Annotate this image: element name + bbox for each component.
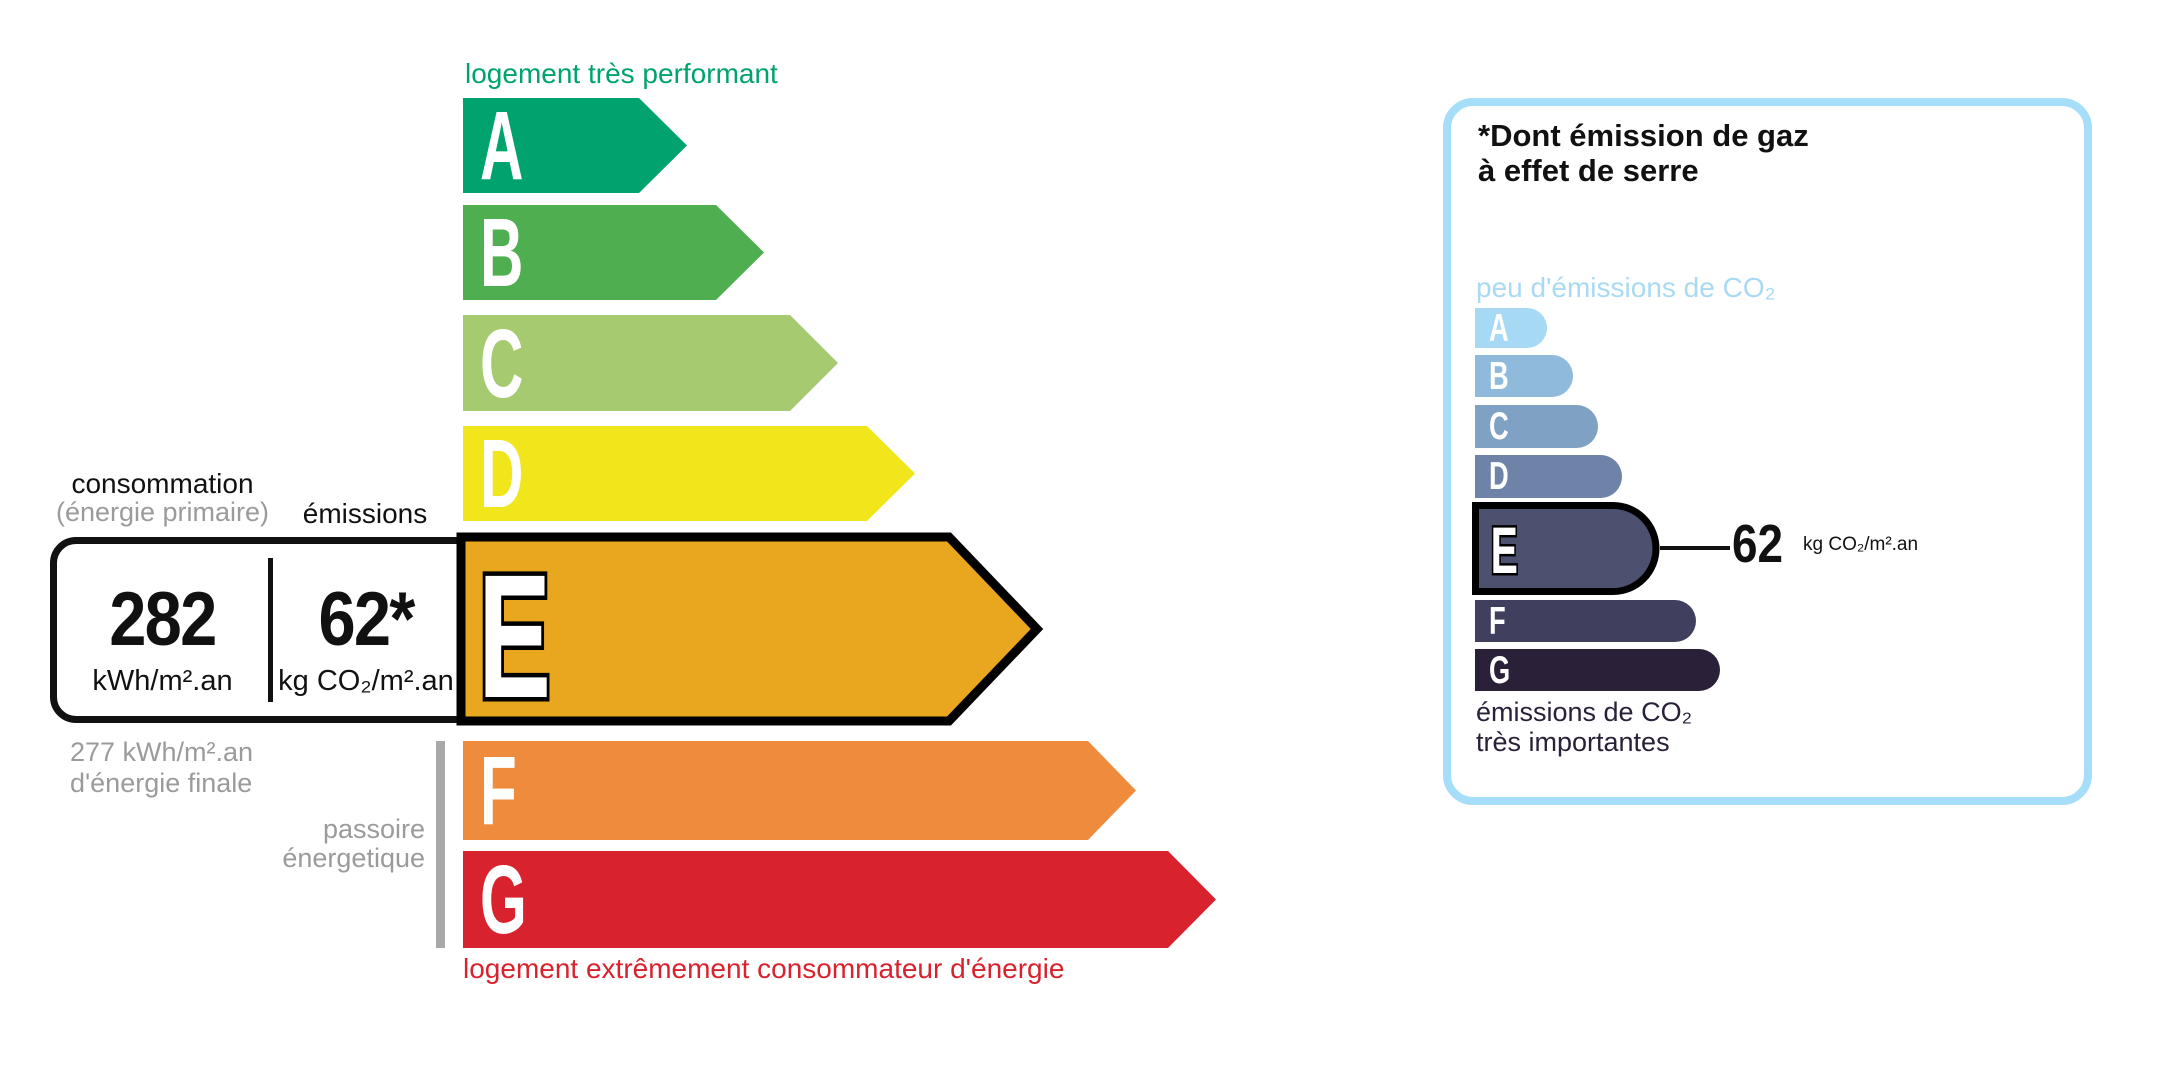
energy-band-d-letter: D bbox=[480, 419, 524, 528]
energy-sieve-label: passoire énergetique bbox=[225, 815, 425, 873]
ges-high-label-line2: très importantes bbox=[1476, 727, 1670, 757]
emissions-unit: kg CO₂/m².an bbox=[278, 665, 454, 697]
energy-band-b-letter: B bbox=[480, 198, 524, 307]
ges-high-label-line1: émissions de CO₂ bbox=[1476, 697, 1693, 727]
ges-band-a-letter: A bbox=[1489, 306, 1509, 350]
energy-band-e-letter: E bbox=[478, 538, 551, 730]
energy-band-g-letter: G bbox=[480, 845, 527, 954]
energy-band-c: C bbox=[463, 315, 838, 411]
final-energy-note: 277 kWh/m².an d'énergie finale bbox=[70, 737, 253, 799]
ges-band-g-letter: G bbox=[1489, 648, 1511, 692]
top-performance-label: logement très performant bbox=[465, 58, 778, 89]
consumption-label: consommation (énergie primaire) bbox=[40, 468, 285, 527]
energy-band-a: A bbox=[463, 98, 687, 193]
energy-band-e-arrow bbox=[456, 532, 1044, 726]
consumption-value: 282 bbox=[109, 577, 217, 662]
ges-band-c: C bbox=[1475, 405, 1598, 448]
consumption-label-sub: (énergie primaire) bbox=[55, 497, 270, 527]
ges-band-e: E bbox=[1472, 502, 1660, 595]
energy-band-g: G bbox=[463, 851, 1216, 948]
energy-band-c-letter: C bbox=[480, 308, 524, 418]
energy-band-e: E bbox=[456, 532, 1044, 730]
ges-band-b: B bbox=[1475, 355, 1573, 397]
score-box-divider bbox=[268, 558, 273, 702]
final-energy-line1: 277 kWh/m².an bbox=[70, 737, 254, 767]
ges-band-d-letter: D bbox=[1489, 455, 1509, 498]
ges-band-c-letter: C bbox=[1489, 405, 1509, 448]
score-box bbox=[50, 537, 466, 723]
emissions-cell: 62* kg CO₂/m².an bbox=[273, 582, 459, 698]
ges-band-f-letter: F bbox=[1489, 599, 1506, 643]
bottom-performance-label: logement extrêmement consommateur d'éner… bbox=[463, 953, 1065, 984]
ges-band-a: A bbox=[1475, 308, 1547, 348]
energy-band-f-letter: F bbox=[480, 736, 517, 845]
energy-sieve-bracket bbox=[436, 741, 445, 948]
consumption-label-main: consommation bbox=[71, 468, 254, 499]
ges-callout-unit: kg CO₂/m².an bbox=[1803, 534, 1919, 555]
ges-panel-title: *Dont émission de gaz à effet de serre bbox=[1478, 118, 1809, 188]
ges-callout-line bbox=[1660, 546, 1730, 550]
final-energy-line2: d'énergie finale bbox=[70, 768, 253, 798]
ges-band-e-pill bbox=[1472, 502, 1660, 595]
energy-band-a-letter: A bbox=[480, 91, 524, 200]
ges-band-f: F bbox=[1475, 600, 1696, 642]
energy-band-d: D bbox=[463, 426, 915, 521]
emissions-value: 62* bbox=[318, 577, 415, 662]
ges-band-b-letter: B bbox=[1489, 354, 1509, 398]
energy-band-b: B bbox=[463, 205, 764, 300]
ges-high-label: émissions de CO₂ très importantes bbox=[1476, 697, 1692, 757]
ges-panel-title-line2: à effet de serre bbox=[1478, 153, 1699, 188]
ges-band-e-letter: E bbox=[1491, 513, 1518, 588]
consumption-cell: 282 kWh/m².an bbox=[57, 582, 268, 698]
energy-sieve-line2: énergetique bbox=[282, 843, 425, 873]
ges-callout-value: 62 bbox=[1732, 514, 1784, 574]
ges-panel-title-line1: *Dont émission de gaz bbox=[1478, 118, 1809, 153]
emissions-label: émissions bbox=[302, 498, 428, 529]
energy-sieve-line1: passoire bbox=[322, 814, 425, 844]
ges-low-label: peu d'émissions de CO₂ bbox=[1476, 272, 1776, 303]
ges-band-g: G bbox=[1475, 649, 1720, 691]
ges-band-d: D bbox=[1475, 455, 1622, 498]
energy-band-f: F bbox=[463, 741, 1136, 840]
consumption-unit: kWh/m².an bbox=[92, 665, 233, 697]
